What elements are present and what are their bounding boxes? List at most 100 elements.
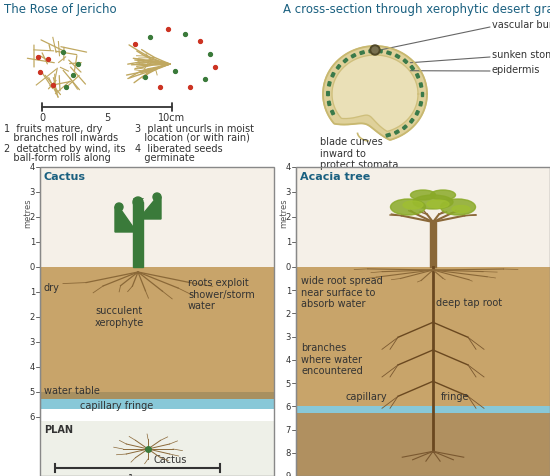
Polygon shape bbox=[430, 223, 436, 268]
Text: 6: 6 bbox=[30, 413, 35, 422]
Text: fringe: fringe bbox=[441, 392, 470, 401]
Text: sunken stomata: sunken stomata bbox=[492, 50, 550, 60]
Text: 3: 3 bbox=[30, 338, 35, 347]
Ellipse shape bbox=[441, 199, 476, 216]
Bar bbox=[40, 392, 274, 399]
Text: 8: 8 bbox=[285, 448, 291, 457]
Text: 0: 0 bbox=[286, 263, 291, 272]
Text: 9: 9 bbox=[286, 472, 291, 476]
Polygon shape bbox=[403, 60, 408, 64]
Text: germinate: germinate bbox=[135, 153, 195, 163]
Text: 1: 1 bbox=[30, 288, 35, 297]
Bar bbox=[296, 168, 550, 268]
Polygon shape bbox=[143, 198, 161, 219]
Bar bbox=[296, 414, 550, 476]
Text: 1: 1 bbox=[30, 238, 35, 247]
Text: 1  fruits mature, dry: 1 fruits mature, dry bbox=[4, 124, 102, 134]
Text: water table: water table bbox=[44, 385, 100, 395]
Polygon shape bbox=[369, 50, 373, 54]
Text: 10cm: 10cm bbox=[158, 113, 185, 123]
Text: 1 m: 1 m bbox=[128, 473, 146, 476]
Text: succulent
xerophyte: succulent xerophyte bbox=[95, 306, 144, 327]
Polygon shape bbox=[403, 126, 407, 130]
Text: metres: metres bbox=[24, 198, 32, 227]
Polygon shape bbox=[323, 47, 427, 140]
Ellipse shape bbox=[431, 190, 455, 200]
Text: 4: 4 bbox=[30, 363, 35, 372]
Polygon shape bbox=[351, 54, 356, 59]
Ellipse shape bbox=[452, 206, 470, 213]
Text: 3: 3 bbox=[285, 332, 291, 341]
Text: metres: metres bbox=[279, 198, 289, 227]
Text: capillary fringe: capillary fringe bbox=[80, 400, 153, 410]
Text: 4: 4 bbox=[286, 356, 291, 365]
Text: 2: 2 bbox=[30, 213, 35, 222]
Text: 2: 2 bbox=[286, 309, 291, 318]
Text: 3  plant uncurls in moist: 3 plant uncurls in moist bbox=[135, 124, 254, 134]
Text: The Rose of Jericho: The Rose of Jericho bbox=[4, 3, 117, 16]
Text: Acacia tree: Acacia tree bbox=[300, 172, 370, 182]
Polygon shape bbox=[419, 102, 422, 107]
Polygon shape bbox=[419, 84, 422, 88]
Polygon shape bbox=[387, 52, 391, 56]
Ellipse shape bbox=[403, 201, 423, 209]
Text: deep tap root: deep tap root bbox=[436, 298, 502, 307]
Text: 5: 5 bbox=[104, 113, 110, 123]
Ellipse shape bbox=[390, 199, 426, 216]
Text: 0: 0 bbox=[30, 263, 35, 272]
Circle shape bbox=[115, 204, 123, 211]
Bar bbox=[296, 268, 550, 407]
Bar bbox=[40, 268, 274, 392]
Text: wide root spread
near surface to
absorb water: wide root spread near surface to absorb … bbox=[301, 276, 383, 308]
Text: 5: 5 bbox=[30, 387, 35, 397]
Polygon shape bbox=[327, 102, 331, 106]
Text: 1: 1 bbox=[286, 286, 291, 295]
Text: 4: 4 bbox=[286, 163, 291, 172]
Text: 7: 7 bbox=[285, 425, 291, 434]
Text: epidermis: epidermis bbox=[492, 65, 540, 75]
Polygon shape bbox=[416, 74, 420, 79]
Text: 3: 3 bbox=[30, 188, 35, 197]
Polygon shape bbox=[133, 203, 143, 268]
Text: Cactus: Cactus bbox=[44, 172, 86, 182]
Text: 1: 1 bbox=[286, 238, 291, 247]
Text: A cross-section through xerophytic desert grass: A cross-section through xerophytic deser… bbox=[283, 3, 550, 16]
Text: PLAN: PLAN bbox=[44, 424, 73, 434]
Bar bbox=[40, 168, 274, 268]
Text: vascular bundle: vascular bundle bbox=[492, 20, 550, 30]
Text: 4: 4 bbox=[30, 163, 35, 172]
Polygon shape bbox=[410, 119, 414, 124]
Ellipse shape bbox=[410, 190, 436, 200]
Circle shape bbox=[153, 194, 161, 201]
Text: roots exploit
shower/storm
water: roots exploit shower/storm water bbox=[188, 278, 255, 310]
Polygon shape bbox=[378, 50, 382, 54]
Bar bbox=[296, 407, 550, 414]
Polygon shape bbox=[395, 55, 400, 60]
Circle shape bbox=[133, 198, 143, 208]
Text: Cactus: Cactus bbox=[153, 454, 186, 464]
Text: 0: 0 bbox=[39, 113, 45, 123]
Bar bbox=[40, 421, 274, 476]
Ellipse shape bbox=[413, 196, 453, 209]
Ellipse shape bbox=[427, 200, 449, 208]
Polygon shape bbox=[386, 134, 390, 138]
Text: 6: 6 bbox=[285, 402, 291, 411]
Bar bbox=[40, 399, 274, 409]
Text: branches roll inwards: branches roll inwards bbox=[4, 133, 118, 143]
Text: 2: 2 bbox=[286, 213, 291, 222]
Text: 4  liberated seeds: 4 liberated seeds bbox=[135, 144, 223, 154]
Polygon shape bbox=[115, 208, 133, 232]
Text: 2  detatched by wind, its: 2 detatched by wind, its bbox=[4, 144, 125, 154]
Polygon shape bbox=[336, 65, 341, 70]
Polygon shape bbox=[343, 59, 348, 64]
Polygon shape bbox=[360, 52, 365, 55]
Text: ball-form rolls along: ball-form rolls along bbox=[4, 153, 111, 163]
Bar bbox=[296, 168, 550, 476]
Text: 3: 3 bbox=[285, 188, 291, 197]
Text: location (or with rain): location (or with rain) bbox=[135, 133, 250, 143]
Text: capillary: capillary bbox=[346, 392, 388, 401]
Text: 2: 2 bbox=[30, 313, 35, 322]
Text: dry: dry bbox=[44, 282, 60, 292]
Text: 5: 5 bbox=[286, 379, 291, 388]
Polygon shape bbox=[415, 111, 419, 116]
